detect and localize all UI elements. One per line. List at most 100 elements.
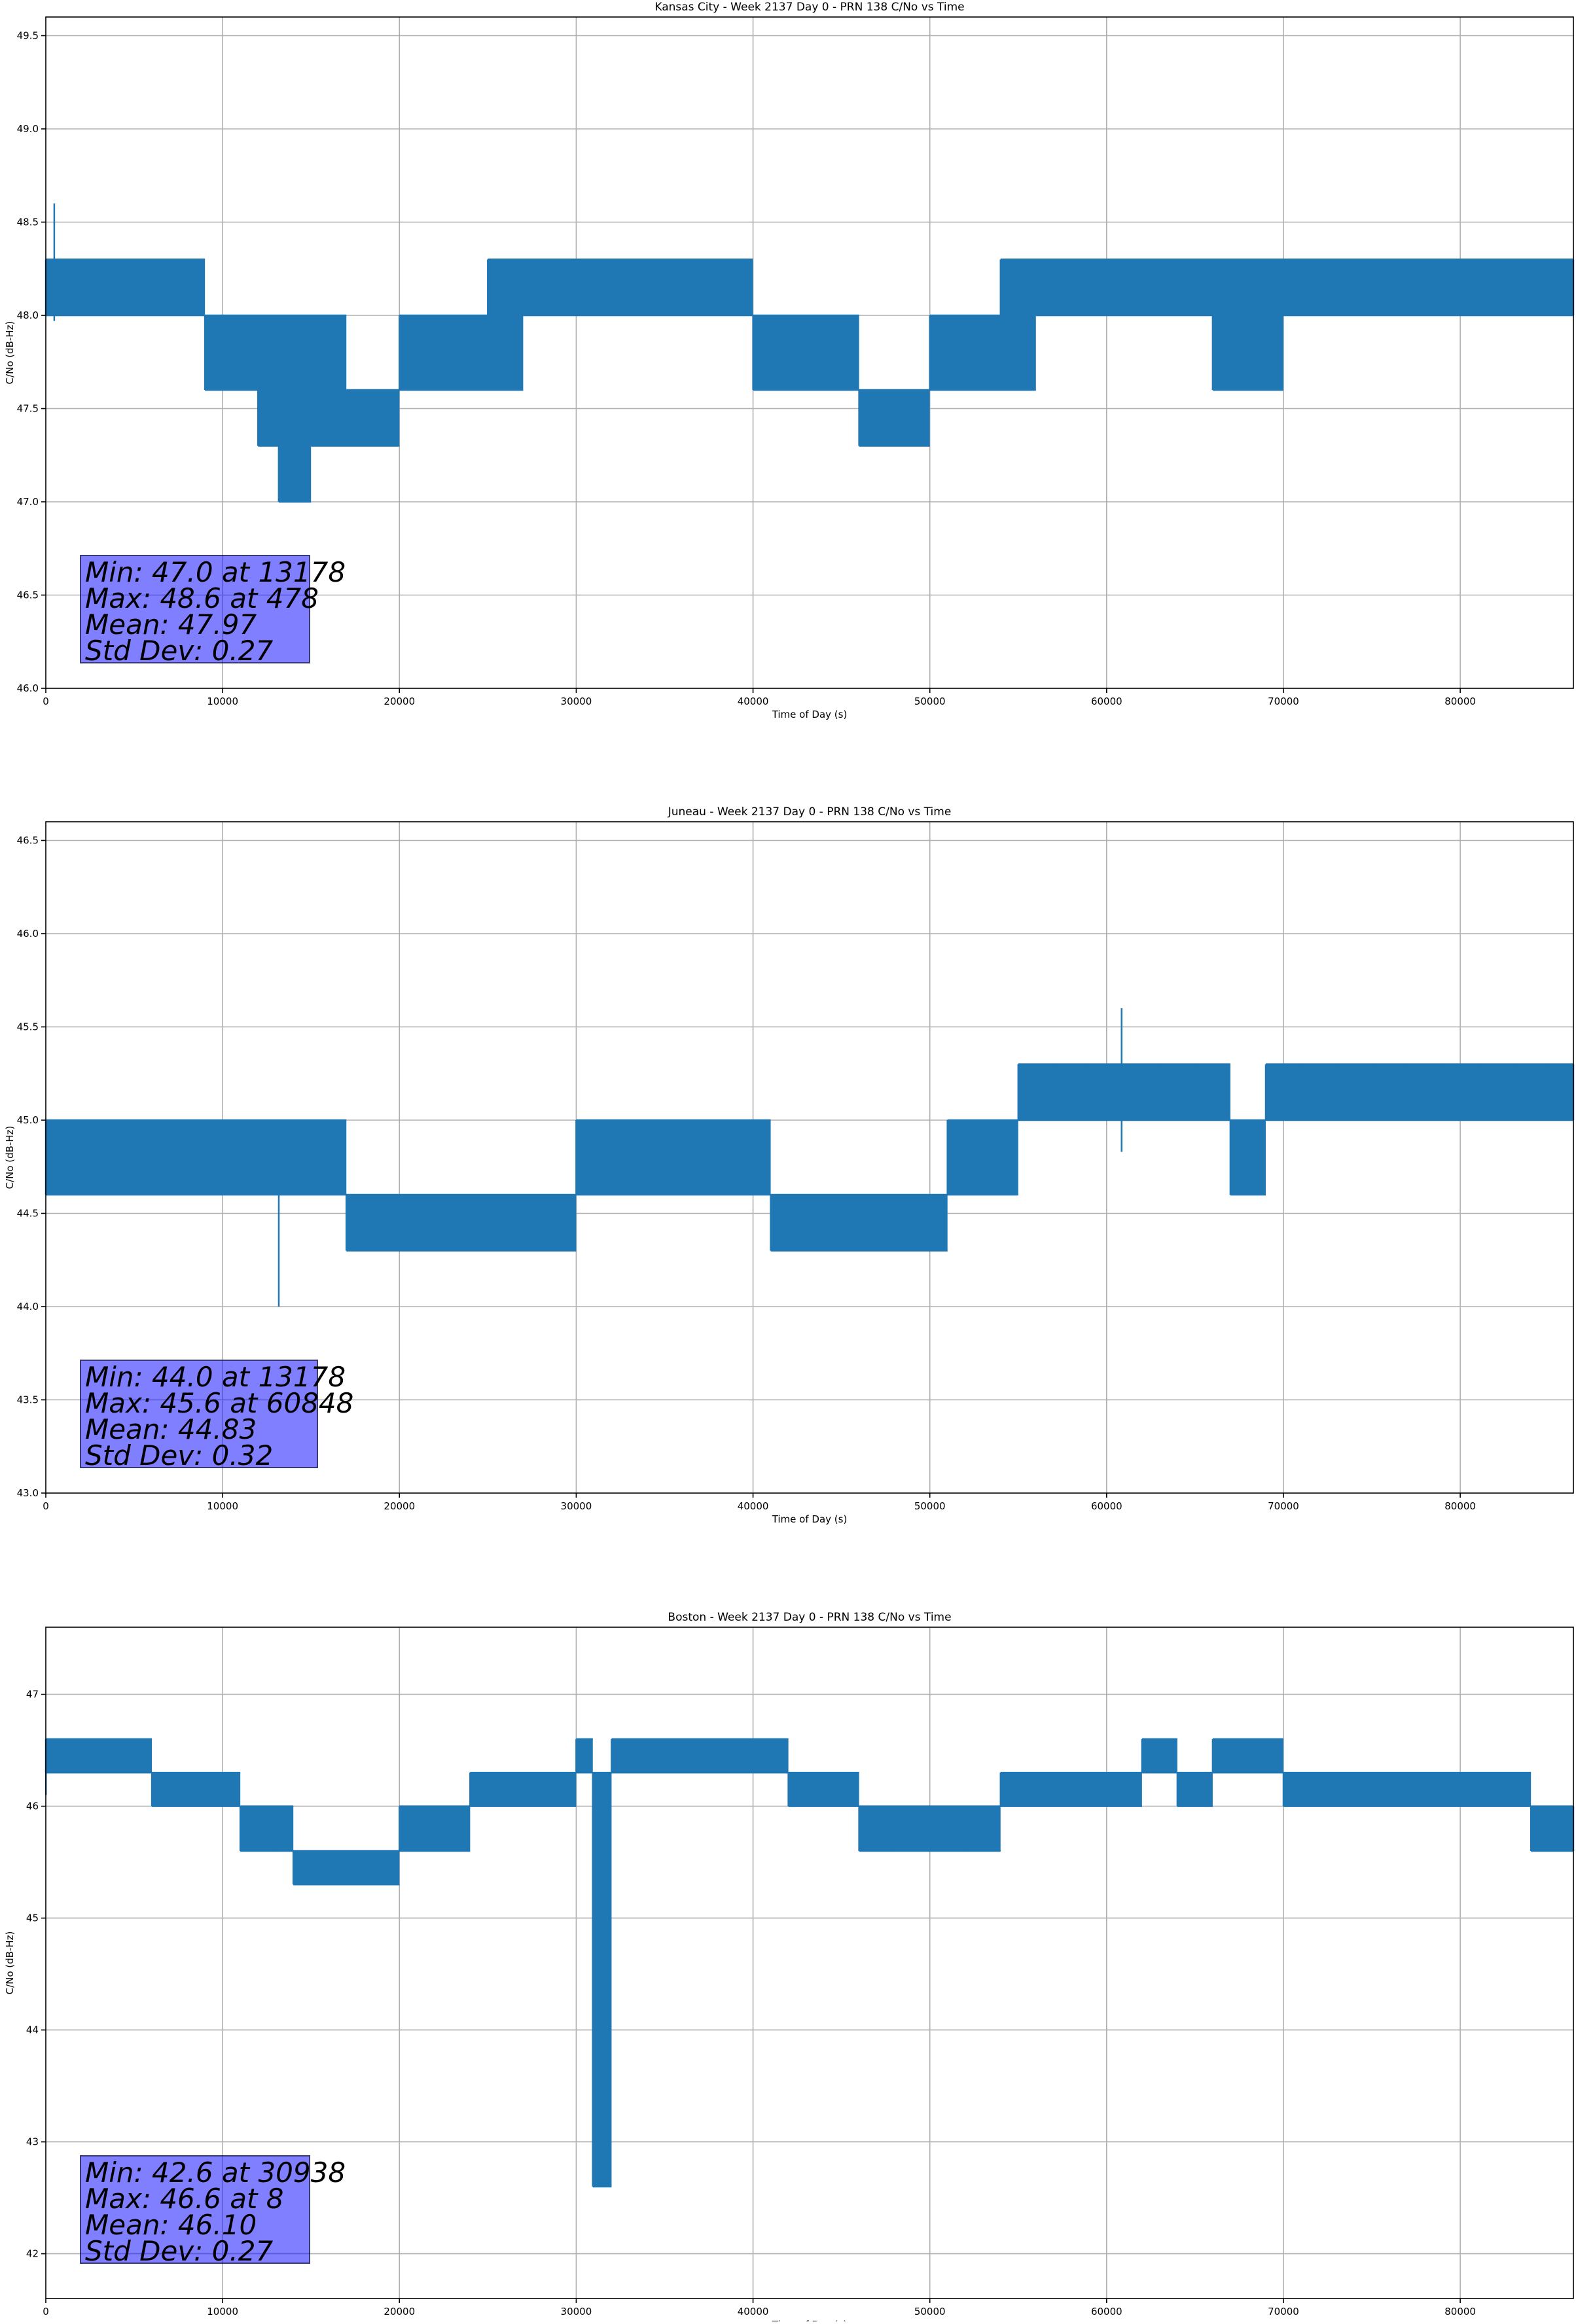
series-band xyxy=(470,1772,506,1806)
x-tick-label: 60000 xyxy=(1091,695,1122,707)
y-tick-label: 47.0 xyxy=(17,496,39,508)
y-tick-label: 43.0 xyxy=(17,1487,39,1499)
series-band xyxy=(452,1195,488,1251)
series-band xyxy=(1495,1772,1531,1806)
series-band xyxy=(81,1739,117,1773)
series-band xyxy=(647,1739,683,1773)
series-band xyxy=(1230,1120,1266,1195)
series-band xyxy=(1531,259,1573,315)
series-band xyxy=(717,1739,753,1773)
series-band xyxy=(1177,1772,1213,1806)
series-band xyxy=(1071,1772,1107,1806)
series-band xyxy=(523,259,559,315)
series-band xyxy=(929,315,965,390)
series-band xyxy=(240,1806,276,1851)
series-band xyxy=(1354,259,1390,315)
series-band xyxy=(364,1851,400,1885)
x-tick-label: 30000 xyxy=(561,2306,592,2317)
stat-mean: Mean: 46.10 xyxy=(85,2209,257,2241)
series-band xyxy=(806,1195,842,1251)
series-band xyxy=(788,315,824,390)
series-band xyxy=(1159,1064,1195,1120)
series-band xyxy=(1247,259,1283,390)
y-tick-label: 49.0 xyxy=(17,123,39,135)
series-band xyxy=(1194,1064,1230,1120)
x-tick-label: 30000 xyxy=(561,695,592,707)
y-axis-label: C/No (dB-Hz) xyxy=(4,1126,16,1189)
y-axis-label: C/No (dB-Hz) xyxy=(4,321,16,385)
series-band xyxy=(329,1851,365,1885)
series-band xyxy=(982,1120,1018,1195)
x-tick-label: 30000 xyxy=(561,1500,592,1512)
series-band xyxy=(1460,259,1496,315)
x-axis-label: Time of Day (s) xyxy=(772,709,848,720)
series-band xyxy=(116,1739,152,1773)
series-band xyxy=(1319,259,1355,315)
series-band xyxy=(770,1195,806,1251)
series-band xyxy=(753,315,789,390)
series-band xyxy=(116,259,152,315)
series-band xyxy=(1389,259,1425,315)
x-tick-label: 20000 xyxy=(384,2306,415,2317)
series-band xyxy=(841,1195,877,1251)
series-band xyxy=(558,259,594,315)
stat-max: Max: 45.6 at 60848 xyxy=(85,1387,354,1419)
series-band xyxy=(417,1195,453,1251)
y-tick-label: 44.5 xyxy=(17,1208,39,1220)
series-band xyxy=(1389,1772,1425,1806)
x-tick-label: 80000 xyxy=(1444,1500,1476,1512)
y-tick-label: 48.0 xyxy=(17,309,39,321)
x-tick-label: 40000 xyxy=(738,695,769,707)
y-tick-label: 46 xyxy=(26,1801,39,1812)
series-band xyxy=(293,1120,329,1195)
x-tick-label: 80000 xyxy=(1444,2306,1476,2317)
series-band xyxy=(346,390,382,446)
stat-max: Max: 48.6 at 478 xyxy=(85,582,319,614)
series-band xyxy=(859,1806,895,1851)
series-band xyxy=(611,1120,647,1195)
y-tick-label: 46.0 xyxy=(17,928,39,940)
series-band xyxy=(223,1120,259,1195)
series-band xyxy=(576,1739,593,1773)
series-band xyxy=(1319,1772,1355,1806)
series-band xyxy=(629,259,665,315)
stat-min: Min: 42.6 at 30938 xyxy=(85,2157,346,2189)
series-band xyxy=(735,259,753,315)
series-band xyxy=(470,315,488,390)
series-band xyxy=(81,259,117,315)
series-band xyxy=(1300,1064,1337,1120)
series-band xyxy=(1053,1064,1089,1120)
series-band xyxy=(1088,1064,1124,1120)
series-band xyxy=(152,1772,188,1806)
axes-frame xyxy=(45,821,1574,1494)
series-band xyxy=(1106,259,1142,315)
series-band xyxy=(788,1772,824,1806)
series-band xyxy=(505,1772,541,1806)
series-band xyxy=(664,259,700,315)
series-band xyxy=(1000,259,1036,390)
series-band xyxy=(46,1120,82,1195)
series-band xyxy=(488,1195,524,1251)
series-band xyxy=(293,1851,329,1885)
series-band xyxy=(1071,259,1107,315)
series-band xyxy=(329,1120,347,1195)
series-band xyxy=(1141,1739,1177,1773)
series-band xyxy=(753,1120,771,1195)
x-tick-label: 70000 xyxy=(1268,2306,1299,2317)
x-tick-label: 50000 xyxy=(914,695,946,707)
x-tick-label: 10000 xyxy=(207,1500,238,1512)
y-tick-label: 48.5 xyxy=(17,217,39,228)
series-band xyxy=(965,1806,1001,1851)
y-tick-label: 44.0 xyxy=(17,1301,39,1312)
stat-std: Std Dev: 0.32 xyxy=(85,1439,274,1471)
series-band xyxy=(223,1772,241,1806)
series-band xyxy=(1425,259,1461,315)
series-band xyxy=(1141,259,1177,315)
y-tick-label: 46.5 xyxy=(17,835,39,847)
series-band xyxy=(700,259,736,315)
series-band xyxy=(276,1806,294,1851)
series-band xyxy=(682,1739,718,1773)
y-tick-label: 44 xyxy=(26,2024,39,2036)
series-band xyxy=(1000,1772,1036,1806)
